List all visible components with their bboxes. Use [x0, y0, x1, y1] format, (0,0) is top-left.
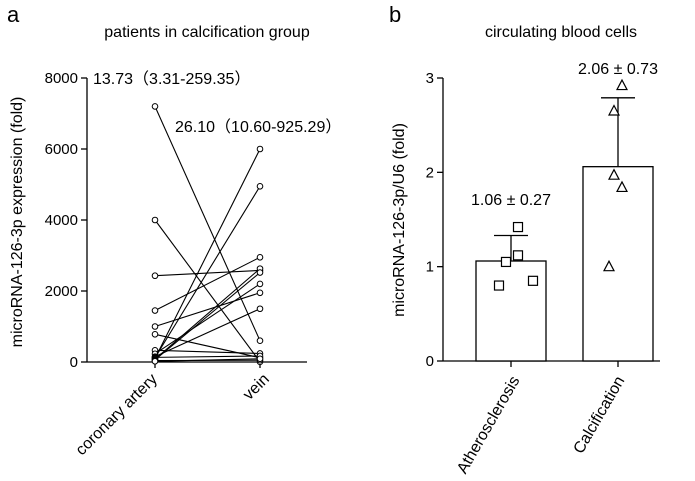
panel-a-paired-lines	[151, 103, 264, 366]
panel-a-y-tick-label: 4000	[45, 212, 78, 229]
panel-a-y-tick-label: 6000	[45, 141, 78, 158]
panel-a-artery-point	[151, 272, 159, 280]
panel-b-bar-calcification	[582, 166, 654, 362]
panel-b-bars	[475, 78, 654, 362]
panel-a-vein-point	[256, 355, 264, 363]
panel-b-point-triangle	[616, 78, 628, 91]
panel-b-title: circulating blood cells	[485, 24, 637, 41]
panel-a-vein-point	[256, 253, 264, 261]
panel-b-point-triangle	[603, 259, 615, 272]
panel-b-x-category-calcification: Calcification	[571, 374, 629, 457]
panel-a-y-label: microRNA-126-3p expression (fold)	[9, 97, 26, 348]
panel-b-y-label: microRNA-126-3p/U6 (fold)	[391, 123, 408, 317]
panel-a-patient-line	[154, 355, 261, 358]
panel-a-artery-point	[151, 357, 159, 365]
panel-a-vein-point	[256, 145, 264, 153]
panel-b-point-square	[493, 280, 505, 291]
panel-a-patient-line	[154, 269, 261, 277]
panel-a-y-tick-label: 8000	[45, 70, 78, 87]
panel-a-y-tick-label: 0	[70, 354, 78, 371]
panel-a-patient-line	[154, 358, 261, 362]
panel-a-patient-line	[154, 292, 261, 328]
panel-b-letter: b	[389, 2, 401, 27]
panel-a-artery-point	[151, 103, 159, 110]
panel-b-point-square	[527, 275, 539, 286]
panel-b-point-triangle	[616, 180, 628, 193]
panel-b-point-square	[512, 250, 524, 261]
panel-a-patient-line	[154, 268, 261, 360]
panel-b: b circulating blood cells 0 1 2 3 1.06 ± 0.…	[389, 2, 660, 477]
panel-a-patient-line	[154, 283, 261, 355]
panel-a-x-category-coronary-artery: coronary artery	[73, 371, 161, 459]
panel-b-y-tick-label: 0	[426, 353, 434, 370]
panel-a-artery-point	[151, 307, 159, 314]
panel-b-point-triangle	[608, 168, 620, 180]
panel-a-vein-point	[256, 269, 264, 276]
panel-a-patient-line	[154, 185, 261, 359]
panel-a-patient-line	[154, 256, 261, 312]
panel-a-artery-point	[151, 331, 159, 338]
panel-b-point-square	[500, 256, 512, 268]
panel-b-x-category-atherosclerosis: Atherosclerosis	[454, 374, 523, 477]
panel-a-patient-line	[154, 333, 261, 359]
panel-a-vein-point	[256, 182, 264, 190]
panel-b-y-tick-label: 3	[426, 70, 434, 87]
panel-a: a patients in calcification group 0 2000 4…	[7, 2, 341, 459]
panel-a-artery-point	[151, 323, 159, 330]
panel-a-patient-line	[154, 272, 261, 361]
panel-a-patient-line	[154, 349, 261, 355]
panel-a-x-category-vein: vein	[240, 371, 273, 404]
panel-a-annotation-vein: 26.10（10.60-925.29）	[175, 118, 341, 136]
panel-a-vein-point	[256, 305, 264, 313]
panel-b-y-tick-label: 2	[426, 164, 434, 181]
panel-a-patient-line	[154, 219, 261, 363]
panel-a-y-ticks: 0 2000 4000 6000 8000	[45, 70, 261, 371]
panel-b-point-triangle	[608, 104, 620, 116]
panel-a-vein-point	[256, 337, 264, 345]
panel-a-patient-line	[154, 148, 261, 359]
panel-b-label-atherosclerosis: 1.06 ± 0.27	[471, 192, 551, 209]
panel-a-vein-point	[256, 280, 264, 288]
panel-b-y-ticks: 0 1 2 3	[426, 70, 619, 370]
panel-a-patient-line	[154, 106, 261, 341]
panel-a-artery-point	[151, 216, 159, 224]
panel-b-y-tick-label: 1	[426, 259, 434, 276]
panel-a-annotation-artery: 13.73（3.31-259.35）	[93, 70, 250, 88]
panel-b-label-calcification: 2.06 ± 0.73	[578, 61, 658, 78]
panel-a-title: patients in calcification group	[104, 24, 310, 41]
panel-a-y-tick-label: 2000	[45, 283, 78, 300]
panel-a-letter: a	[7, 2, 20, 27]
panel-a-vein-point	[256, 289, 264, 297]
panel-a-patient-line	[154, 308, 261, 358]
panel-b-point-square	[512, 221, 524, 233]
